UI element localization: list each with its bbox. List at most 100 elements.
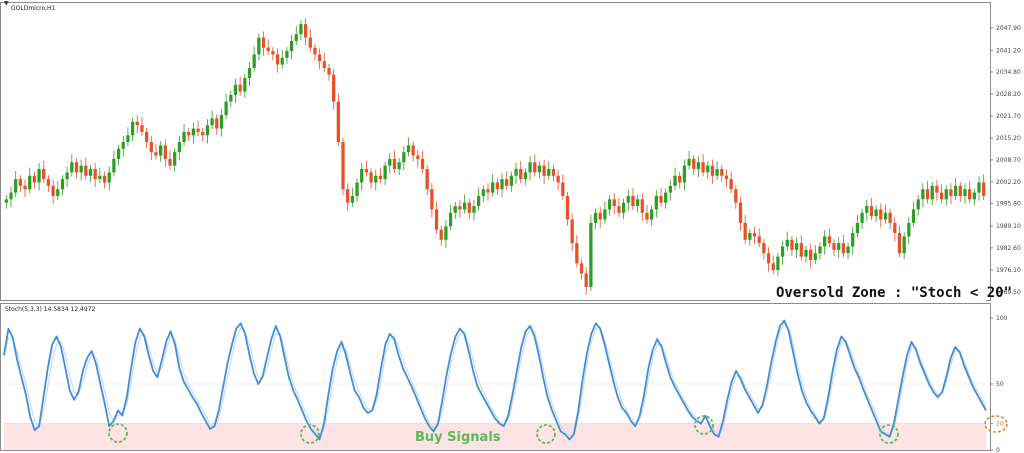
candle-body <box>219 115 224 129</box>
candle-body <box>916 199 920 210</box>
candle-body <box>635 199 640 207</box>
candle-body <box>462 202 467 210</box>
candle-body <box>860 212 864 223</box>
oversold-zone-band <box>4 423 986 450</box>
candle-body <box>631 195 635 207</box>
candle-body <box>491 182 495 193</box>
candle-body <box>182 131 186 143</box>
candle-body <box>804 249 808 257</box>
candle-body <box>823 236 827 247</box>
candle-body <box>392 158 397 170</box>
candle-body <box>107 172 111 183</box>
candle-body <box>598 212 602 220</box>
candle-body <box>888 212 892 223</box>
candle-body <box>813 253 817 260</box>
candle-body <box>967 189 972 200</box>
price-tick-label: 2028.20 <box>996 91 1021 98</box>
candle-body <box>383 165 387 180</box>
candle-body <box>481 189 485 196</box>
candle-body <box>257 37 261 55</box>
candle-body <box>116 148 121 159</box>
candle-body <box>210 118 214 126</box>
price-tick-label: 1969.50 <box>996 289 1021 296</box>
candle-body <box>299 24 303 35</box>
candle-body <box>252 54 256 68</box>
candle-body <box>612 199 616 207</box>
candle-body <box>827 236 831 244</box>
candle-body <box>154 152 158 156</box>
candle-body <box>762 243 766 254</box>
candle-body <box>23 185 27 190</box>
candle-body <box>874 209 878 217</box>
candle-body <box>46 179 51 186</box>
candle-body <box>771 263 775 271</box>
candle-body <box>972 192 976 200</box>
pane-dropdown-icon[interactable]: ▼ <box>4 0 9 7</box>
candle-body <box>70 162 74 173</box>
candle-body <box>224 101 228 116</box>
candle-body <box>565 195 570 220</box>
candle-body <box>547 169 551 176</box>
price-tick-label: 1976.10 <box>996 267 1021 274</box>
candle-body <box>458 206 462 210</box>
candle-body <box>752 233 757 237</box>
candle-body <box>654 195 658 210</box>
candle-body <box>589 222 593 287</box>
candle-body <box>355 182 359 196</box>
candle-body <box>294 34 298 41</box>
candle-body <box>766 253 771 264</box>
candle-body <box>378 175 383 180</box>
buy-signal-circle <box>108 423 128 443</box>
stochastic-series <box>3 319 987 441</box>
candle-body <box>364 169 369 173</box>
candle-body <box>963 189 967 196</box>
candle-body <box>851 233 855 247</box>
candle-body <box>121 142 125 149</box>
candle-body <box>930 185 934 200</box>
candle-body <box>846 246 850 254</box>
candle-body <box>140 125 144 132</box>
candle-body <box>14 179 18 193</box>
candle-body <box>4 199 8 203</box>
candle-body <box>402 152 406 163</box>
candle-body <box>126 135 130 143</box>
candle-body <box>715 169 719 176</box>
candle-body <box>215 118 219 129</box>
candle-body <box>266 47 270 52</box>
candle-body <box>313 47 317 55</box>
candle-body <box>640 199 644 213</box>
candle-body <box>500 179 504 190</box>
candle-body <box>696 162 701 170</box>
candle-body <box>650 209 654 220</box>
candle-body <box>397 162 401 170</box>
price-pane-title: GOLDmicro,H1 <box>11 5 56 12</box>
candle-body <box>406 145 411 153</box>
candle-body <box>149 142 153 153</box>
candlestick-series <box>4 18 986 296</box>
candle-body <box>953 185 958 196</box>
candle-body <box>332 74 336 102</box>
price-tick-label: 2002.20 <box>996 179 1021 186</box>
candle-body <box>18 179 23 186</box>
candle-body <box>626 195 630 203</box>
candle-body <box>374 175 378 183</box>
candle-body <box>832 243 836 250</box>
candle-body <box>163 145 167 159</box>
price-tick-label: 1982.60 <box>996 245 1021 252</box>
candle-body <box>893 222 897 234</box>
candle-body <box>177 142 181 153</box>
candle-body <box>93 169 97 180</box>
price-pane-frame <box>0 2 991 301</box>
candle-body <box>944 189 948 200</box>
candle-body <box>102 175 107 183</box>
candle-body <box>921 189 925 200</box>
stoch-axis: 100 50 20 0 <box>990 315 1008 453</box>
stoch-tick-label: 0 <box>996 447 1000 453</box>
candle-body <box>949 189 953 196</box>
candle-body <box>855 222 860 234</box>
candle-body <box>743 222 747 240</box>
candle-body <box>734 189 738 203</box>
candle-body <box>977 182 981 193</box>
candle-body <box>720 169 724 176</box>
candle-body <box>659 195 663 203</box>
